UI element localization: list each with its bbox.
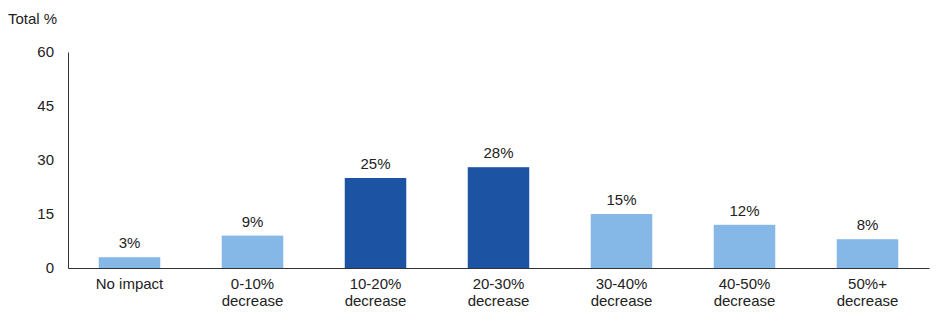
x-tick: 50%+decrease	[837, 268, 899, 309]
bar	[837, 239, 899, 268]
bar	[345, 178, 407, 268]
y-tick: 45	[37, 97, 68, 114]
bar	[591, 214, 653, 268]
x-tick-label: 30-40%decrease	[591, 275, 653, 309]
x-tick: 40-50%decrease	[714, 268, 776, 309]
x-tick: 10-20%decrease	[345, 268, 407, 309]
data-label: 15%	[606, 191, 636, 208]
bar	[222, 236, 284, 268]
y-tick-label: 0	[46, 259, 54, 276]
y-tick-label: 45	[37, 97, 54, 114]
x-tick: 0-10%decrease	[222, 268, 284, 309]
bar	[99, 257, 161, 268]
y-axis-line	[68, 53, 69, 269]
data-labels: 3% 9% 25% 28% 15% 12% 8%	[119, 144, 879, 251]
x-tick-label: 0-10%decrease	[222, 275, 284, 309]
y-tick: 30	[37, 151, 68, 168]
x-tick-label: 20-30%decrease	[468, 275, 530, 309]
chart: 0 15 30 45 60 No impact 0-10%decrease 10-20%dec…	[0, 0, 952, 330]
data-label: 9%	[242, 213, 264, 230]
x-axis-line	[69, 268, 930, 269]
data-label: 3%	[119, 234, 141, 251]
x-tick-label: No impact	[96, 275, 164, 292]
y-tick-label: 30	[37, 151, 54, 168]
x-tick-label: 50%+decrease	[837, 275, 899, 309]
x-tick: 30-40%decrease	[591, 268, 653, 309]
y-tick-label: 15	[37, 205, 54, 222]
y-tick: 15	[37, 205, 68, 222]
x-tick-label: 10-20%decrease	[345, 275, 407, 309]
y-tick-label: 60	[37, 43, 54, 60]
data-label: 25%	[360, 155, 390, 172]
bars	[99, 167, 899, 268]
x-axis: No impact 0-10%decrease 10-20%decrease 20-3…	[69, 268, 930, 309]
y-axis-title: Total %	[8, 10, 57, 27]
y-tick: 0	[46, 259, 68, 276]
data-label: 28%	[483, 144, 513, 161]
data-label: 8%	[857, 216, 879, 233]
x-tick-label: 40-50%decrease	[714, 275, 776, 309]
plot: 0 15 30 45 60 No impact 0-10%decrease 10-20%dec…	[37, 43, 929, 309]
data-label: 12%	[729, 202, 759, 219]
bar	[714, 225, 776, 268]
bar	[468, 167, 530, 268]
x-tick: No impact	[96, 268, 164, 292]
y-axis: 0 15 30 45 60	[37, 43, 68, 276]
y-tick: 60	[37, 43, 68, 60]
x-tick: 20-30%decrease	[468, 268, 530, 309]
